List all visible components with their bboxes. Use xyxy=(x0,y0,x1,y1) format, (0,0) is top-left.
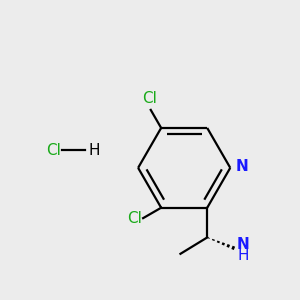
Text: Cl: Cl xyxy=(127,211,142,226)
Text: H: H xyxy=(238,248,249,263)
Text: Cl: Cl xyxy=(142,91,158,106)
Text: N: N xyxy=(237,237,250,252)
Text: Cl: Cl xyxy=(46,142,61,158)
Text: N: N xyxy=(236,159,248,174)
Text: H: H xyxy=(88,142,100,158)
